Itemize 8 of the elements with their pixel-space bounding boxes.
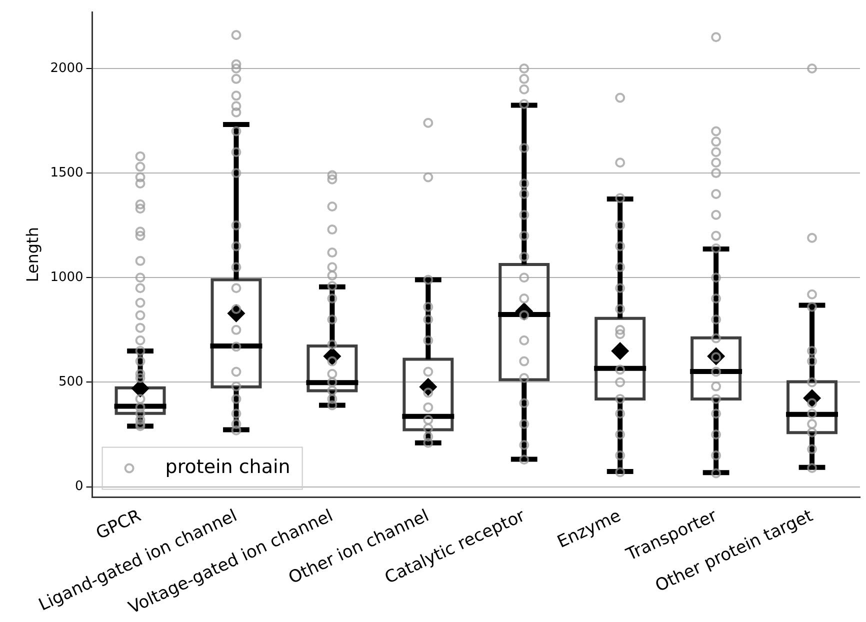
legend-label: protein chain xyxy=(165,456,290,478)
y-axis-title: Length xyxy=(22,227,42,282)
y-tick-label: 1500 xyxy=(50,165,84,180)
y-tick-label: 2000 xyxy=(50,60,84,76)
x-tick-label: GPCR xyxy=(93,506,144,544)
y-tick-label: 1000 xyxy=(50,270,84,286)
y-tick-label: 0 xyxy=(75,479,84,494)
y-tick-label: 500 xyxy=(58,374,84,390)
